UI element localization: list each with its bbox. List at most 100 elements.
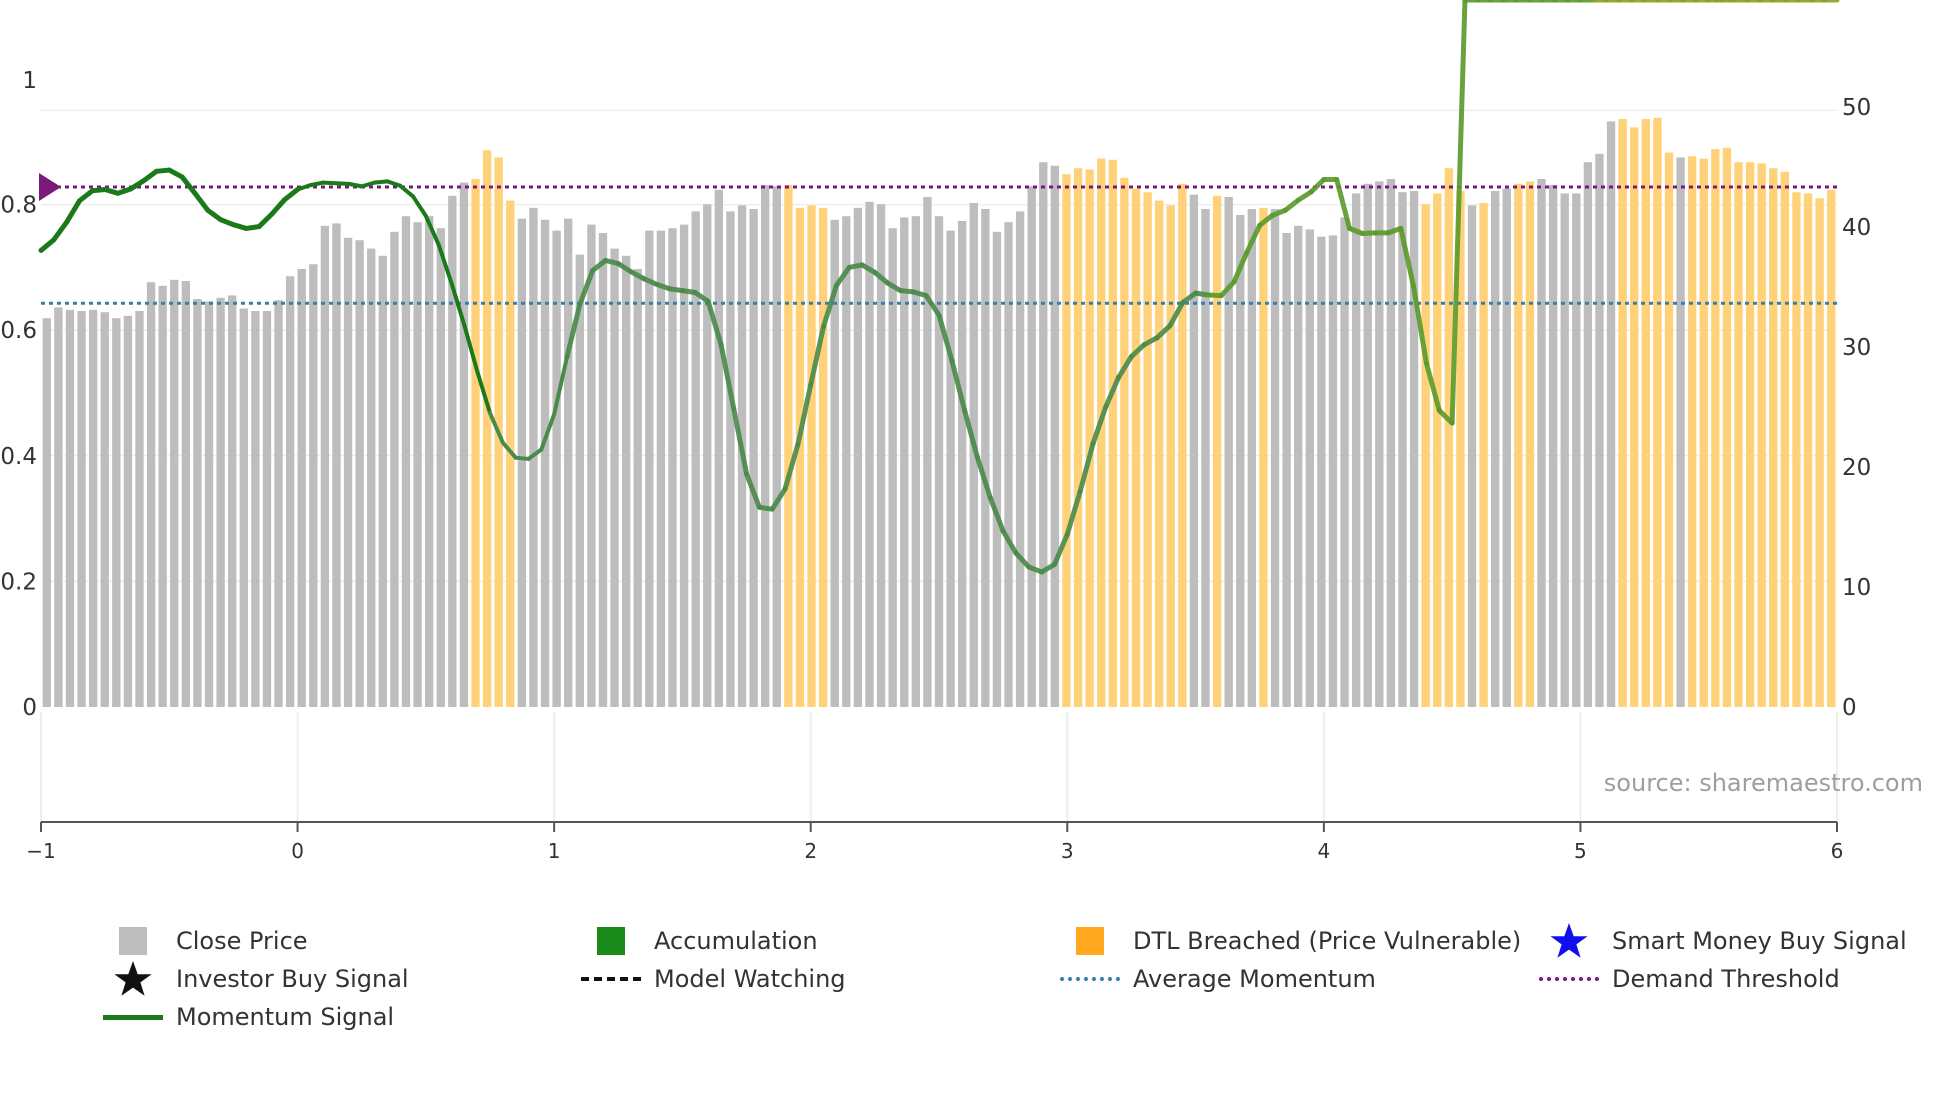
- y-right-tick-label: 20: [1842, 455, 1871, 481]
- momentum-segment: [923, 293, 942, 318]
- close-price-bar: [992, 231, 1002, 708]
- momentum-segment: [128, 178, 147, 192]
- momentum-segment: [872, 269, 891, 286]
- momentum-segment: [1257, 212, 1276, 228]
- y-right-tick-label: 40: [1842, 215, 1871, 241]
- close-price-bar: [911, 216, 920, 707]
- dtl-breached-bar: [1131, 188, 1141, 708]
- close-price-bar: [691, 211, 700, 707]
- close-price-bar: [517, 218, 527, 707]
- momentum-segment: [1411, 284, 1429, 366]
- dtl-breached-bar: [1120, 177, 1129, 708]
- close-price-bar: [88, 309, 98, 707]
- momentum-segment: [1000, 528, 1019, 556]
- close-price-bar: [77, 311, 86, 707]
- dtl-breached-bar: [1421, 204, 1430, 707]
- momentum-segment: [282, 187, 301, 203]
- momentum-segment: [1308, 176, 1327, 195]
- dtl-breached-bar: [1073, 168, 1083, 707]
- demand-marker-icon: [39, 173, 61, 202]
- momentum-segment: [1180, 290, 1199, 306]
- close-price-bar: [1340, 217, 1349, 707]
- close-price-bar: [332, 223, 341, 707]
- momentum-segment: [590, 257, 608, 274]
- momentum-segment: [64, 198, 82, 225]
- close-price-bar: [749, 209, 758, 707]
- momentum-segment: [936, 312, 955, 363]
- momentum-segment: [462, 323, 480, 374]
- dtl-breached-bar: [1433, 193, 1442, 707]
- close-price-bar: [958, 221, 967, 707]
- momentum-segment: [411, 194, 428, 218]
- dtl-breached-bar: [1166, 205, 1175, 707]
- close-price-bar: [714, 189, 724, 708]
- dtl-breached-bar: [1259, 207, 1268, 708]
- momentum-segment: [192, 190, 211, 213]
- close-price-bar: [1015, 211, 1025, 707]
- legend-label: Smart Money Buy Signal: [1612, 927, 1907, 955]
- momentum-segment: [334, 181, 351, 186]
- x-tick-label: 1: [548, 839, 561, 863]
- close-price-bar: [772, 186, 781, 707]
- momentum-segment: [141, 168, 159, 184]
- close-price-bar: [1027, 186, 1036, 707]
- close-price-bar: [1294, 225, 1303, 708]
- momentum-segment: [1103, 374, 1122, 410]
- legend-item-smart-money: Smart Money Buy Signal: [1536, 923, 1907, 958]
- y-left-tick-label: 0: [22, 695, 37, 721]
- momentum-segment: [372, 179, 390, 185]
- close-price-bar: [378, 255, 387, 708]
- legend-label: Average Momentum: [1133, 965, 1376, 993]
- dtl-breached-bar: [795, 207, 805, 708]
- momentum-segment: [1051, 531, 1070, 567]
- dtl-breached-bar: [1444, 168, 1453, 707]
- momentum-segment: [1295, 189, 1314, 203]
- dashed-line-icon: [581, 977, 641, 981]
- close-price-bar: [1386, 179, 1396, 707]
- dtl-breached-bar: [1097, 158, 1106, 708]
- momentum-segment: [705, 298, 724, 347]
- momentum-segment: [205, 207, 224, 223]
- x-tick-label: 2: [804, 839, 817, 863]
- close-price-bar: [1606, 121, 1616, 707]
- close-price-bar: [981, 209, 990, 707]
- momentum-segment: [615, 261, 634, 275]
- close-price-bar: [1189, 194, 1199, 708]
- close-price-bar: [123, 315, 133, 707]
- close-price-bar: [1247, 209, 1257, 707]
- close-price-bar: [54, 307, 63, 707]
- close-price-bar: [1282, 233, 1291, 707]
- momentum-segment: [1231, 249, 1250, 285]
- close-price-bar: [1039, 162, 1048, 707]
- momentum-segment: [76, 188, 95, 204]
- close-price-bar: [390, 231, 399, 708]
- close-price-bar: [1050, 165, 1060, 708]
- momentum-segment: [821, 283, 839, 329]
- x-tick-label: 5: [1574, 839, 1587, 863]
- dtl-breached-bar: [1618, 119, 1627, 707]
- dtl-breached-bar: [1108, 159, 1117, 708]
- momentum-segment: [449, 281, 467, 328]
- legend-item-momentum-signal: Momentum Signal: [100, 1002, 394, 1032]
- momentum-segment: [962, 408, 980, 461]
- close-price-bar: [367, 248, 376, 707]
- dtl-breached-bar: [1664, 152, 1674, 708]
- momentum-segment: [987, 495, 1006, 534]
- momentum-segment: [475, 369, 492, 416]
- momentum-segment: [269, 197, 288, 217]
- close-price-bar: [425, 216, 434, 707]
- momentum-segment: [398, 183, 416, 199]
- momentum-segment: [718, 341, 737, 412]
- close-price-bar: [274, 300, 283, 707]
- y-left-tick-label: 0.2: [0, 569, 37, 595]
- dtl-breached-bar: [1780, 171, 1790, 708]
- close-price-bar: [1351, 193, 1361, 707]
- close-price-bar: [575, 254, 584, 707]
- legend-label: Accumulation: [654, 927, 818, 955]
- momentum-segment: [295, 183, 313, 192]
- reference-lines: [39, 173, 1837, 305]
- dtl-breached-bar: [1757, 163, 1766, 707]
- dtl-breached-bar: [1722, 147, 1732, 708]
- close-price-bar: [934, 216, 944, 707]
